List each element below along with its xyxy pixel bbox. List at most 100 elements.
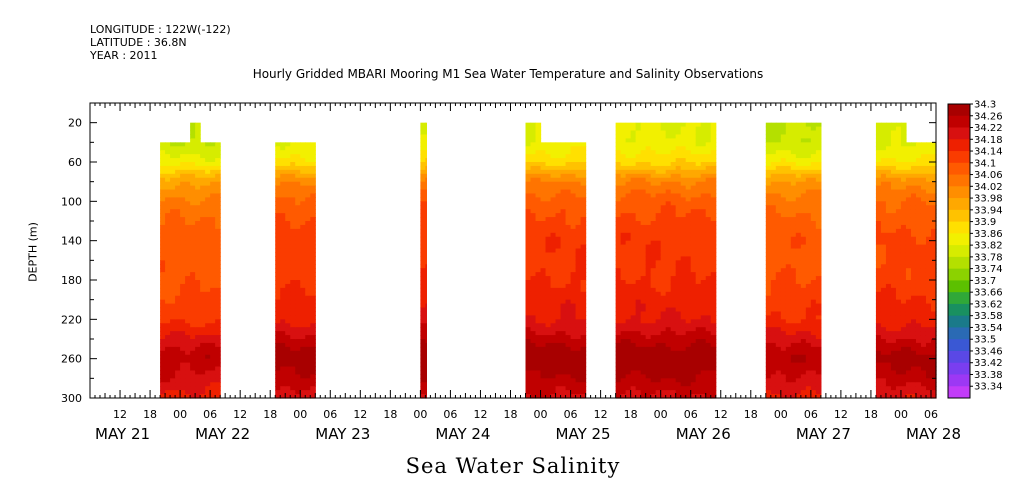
- heatmap-cell: [280, 185, 286, 191]
- heatmap-cell: [625, 134, 632, 139]
- heatmap-cell: [655, 268, 662, 273]
- heatmap-cell: [560, 350, 567, 356]
- heatmap-cell: [785, 291, 792, 297]
- heatmap-cell: [180, 354, 186, 360]
- heatmap-cell: [705, 248, 712, 254]
- heatmap-cell: [295, 303, 301, 309]
- heatmap-cell: [705, 358, 712, 364]
- heatmap-cell: [780, 197, 787, 202]
- heatmap-cell: [580, 228, 587, 234]
- heatmap-cell: [280, 268, 286, 273]
- heatmap-cell: [780, 268, 787, 273]
- heatmap-cell: [785, 331, 792, 336]
- heatmap-cell: [620, 394, 627, 399]
- heatmap-cell: [680, 272, 687, 277]
- heatmap-cell: [195, 228, 201, 234]
- heatmap-cell: [290, 307, 296, 313]
- heatmap-cell: [620, 378, 627, 383]
- heatmap-cell: [660, 350, 667, 356]
- heatmap-cell: [770, 236, 777, 242]
- heatmap-cell: [615, 299, 622, 305]
- heatmap-cell: [700, 327, 707, 332]
- heatmap-cell: [540, 165, 547, 171]
- heatmap-cell: [785, 169, 792, 175]
- heatmap-cell: [895, 185, 902, 191]
- heatmap-cell: [700, 252, 707, 257]
- heatmap-cell: [635, 307, 642, 313]
- heatmap-cell: [645, 217, 652, 222]
- heatmap-cell: [180, 252, 186, 257]
- heatmap-cell: [625, 130, 632, 136]
- heatmap-cell: [300, 303, 306, 309]
- heatmap-cell: [625, 126, 632, 132]
- heatmap-cell: [775, 181, 782, 187]
- heatmap-cell: [290, 197, 296, 202]
- heatmap-cell: [535, 236, 542, 242]
- heatmap-cell: [805, 154, 812, 159]
- heatmap-cell: [625, 358, 632, 364]
- heatmap-cell: [555, 150, 562, 155]
- heatmap-cell: [425, 394, 427, 399]
- heatmap-cell: [195, 331, 201, 336]
- heatmap-cell: [570, 323, 577, 328]
- heatmap-cell: [310, 378, 316, 383]
- heatmap-cell: [310, 303, 316, 309]
- heatmap-cell: [525, 382, 532, 387]
- heatmap-cell: [170, 291, 176, 297]
- heatmap-cell: [580, 260, 587, 265]
- heatmap-cell: [875, 256, 882, 261]
- heatmap-cell: [550, 386, 557, 391]
- heatmap-cell: [280, 366, 286, 372]
- heatmap-cell: [630, 173, 637, 179]
- heatmap-cell: [305, 201, 311, 206]
- heatmap-cell: [650, 331, 657, 336]
- heatmap-cell: [295, 209, 301, 214]
- heatmap-cell: [620, 165, 627, 171]
- heatmap-cell: [535, 193, 542, 198]
- heatmap-cell: [170, 209, 176, 214]
- heatmap-cell: [805, 185, 812, 191]
- heatmap-cell: [775, 248, 782, 254]
- heatmap-cell: [160, 272, 166, 277]
- heatmap-cell: [785, 165, 792, 171]
- heatmap-cell: [175, 193, 181, 198]
- heatmap-cell: [815, 122, 822, 128]
- heatmap-cell: [425, 122, 427, 128]
- heatmap-cell: [530, 260, 537, 265]
- heatmap-cell: [305, 228, 311, 234]
- heatmap-cell: [290, 268, 296, 273]
- heatmap-cell: [650, 342, 657, 348]
- heatmap-cell: [690, 272, 697, 277]
- heatmap-cell: [880, 248, 887, 254]
- heatmap-cell: [895, 193, 902, 198]
- heatmap-cell: [795, 315, 802, 320]
- heatmap-cell: [795, 213, 802, 218]
- heatmap-cell: [205, 244, 211, 250]
- heatmap-cell: [165, 189, 171, 195]
- heatmap-cell: [800, 189, 807, 195]
- heatmap-cell: [700, 165, 707, 171]
- heatmap-cell: [685, 291, 692, 297]
- heatmap-cell: [805, 299, 812, 305]
- heatmap-cell: [175, 276, 181, 281]
- heatmap-cell: [770, 350, 777, 356]
- heatmap-cell: [880, 354, 887, 360]
- heatmap-cell: [680, 185, 687, 191]
- heatmap-cell: [575, 181, 582, 187]
- heatmap-cell: [620, 197, 627, 202]
- heatmap-cell: [900, 303, 907, 309]
- heatmap-cell: [765, 264, 772, 269]
- heatmap-cell: [795, 224, 802, 230]
- heatmap-cell: [205, 232, 211, 238]
- heatmap-cell: [555, 217, 562, 222]
- heatmap-cell: [885, 252, 892, 257]
- heatmap-cell: [815, 386, 822, 391]
- heatmap-cell: [275, 335, 281, 340]
- heatmap-cell: [800, 224, 807, 230]
- heatmap-cell: [885, 150, 892, 155]
- heatmap-cell: [635, 280, 642, 285]
- heatmap-cell: [765, 323, 772, 328]
- heatmap-cell: [525, 264, 532, 269]
- heatmap-cell: [770, 158, 777, 163]
- heatmap-cell: [580, 173, 587, 179]
